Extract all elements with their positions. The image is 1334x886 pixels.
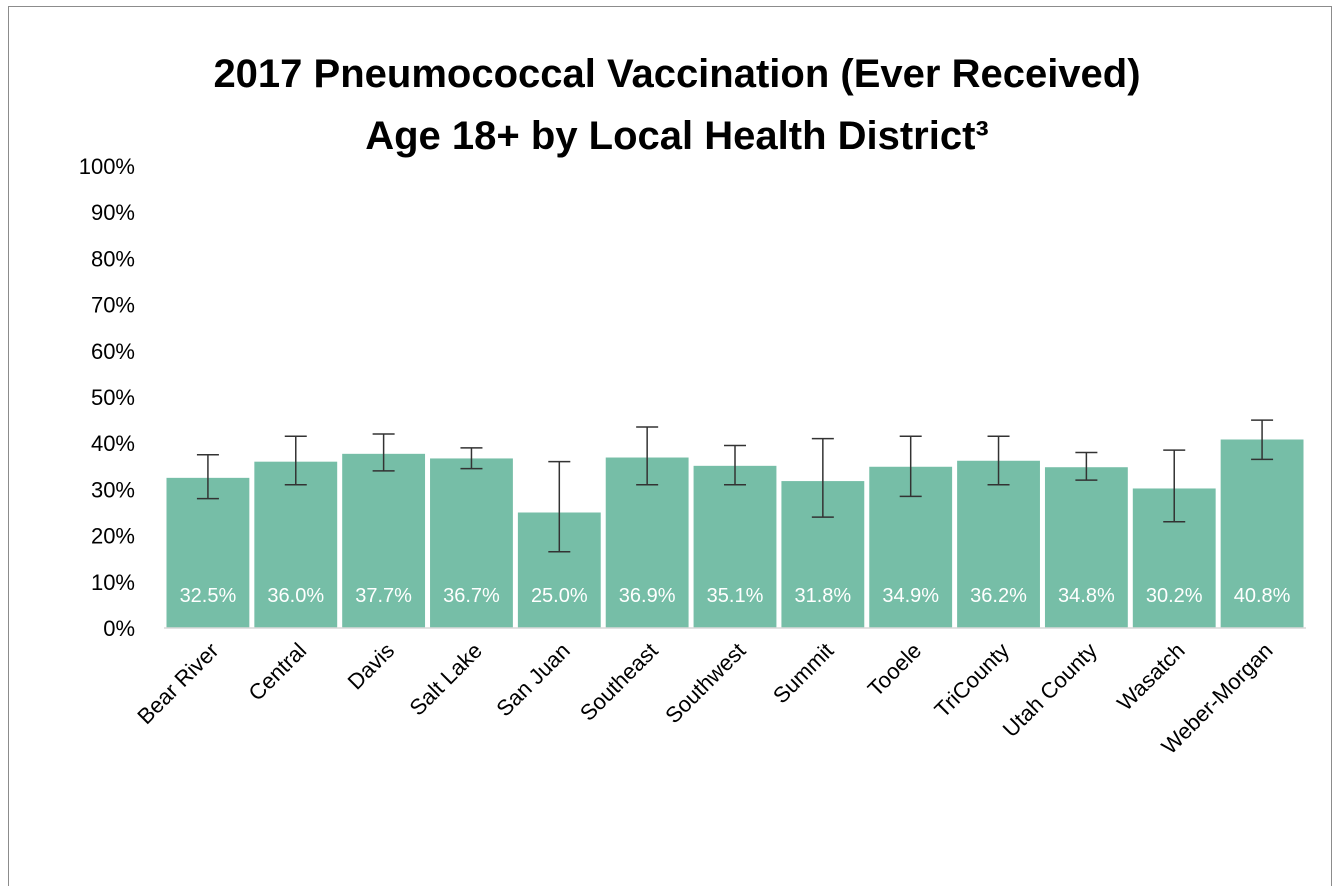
error-bar [372,433,395,472]
bar [430,458,513,628]
data-label: 40.8% [1234,585,1291,607]
bar [957,460,1040,628]
x-axis: Bear River Central Davis Salt Lake San Juan S… [132,638,1277,759]
y-tick-label: 100% [79,154,135,179]
bar [693,465,777,628]
data-label: 34.9% [882,585,939,607]
data-label: 36.0% [267,585,324,607]
y-tick-label: 10% [91,570,135,595]
y-axis: 0% 10% 20% 30% 40% 50% 60% 70% 80% 90% 100% [79,154,135,641]
error-bar [987,435,1010,486]
x-tick-label: TriCounty [930,638,1015,723]
x-tick-label: Southwest [660,638,750,728]
y-tick-label: 20% [91,524,135,549]
error-bar [636,426,659,486]
error-bar [548,460,571,553]
error-bar-series [196,419,1274,553]
bar [1220,439,1304,628]
error-bar [196,454,219,500]
data-label: 30.2% [1146,585,1203,607]
x-tick-label: Summit [768,638,838,708]
bar [166,477,250,628]
bar [1044,467,1128,628]
error-bar [724,444,746,486]
data-label: 36.9% [619,585,676,607]
error-bar [284,435,307,486]
x-tick-label: San Juan [491,638,574,721]
x-tick-label: Central [243,638,311,706]
y-tick-label: 80% [91,246,135,271]
chart-title: 2017 Pneumococcal Vaccination (Ever Rece… [213,52,1140,158]
y-tick-label: 30% [91,477,135,502]
data-label: 36.7% [443,585,500,607]
bar [254,461,338,628]
x-tick-label: Salt Lake [404,638,487,721]
data-label: 34.8% [1058,585,1115,607]
bar-series [166,439,1304,628]
error-bar [1251,419,1274,461]
error-bar [460,447,483,470]
error-bar [1075,451,1098,481]
x-tick-label: Tooele [863,638,927,702]
data-label: 37.7% [355,585,412,607]
data-label: 31.8% [794,585,851,607]
chart-title-line-2: Age 18+ by Local Health District³ [365,114,989,158]
x-tick-label: Wasatch [1112,638,1190,716]
bar [605,457,689,628]
data-label: 36.2% [970,585,1027,607]
data-label-series: 32.5% 36.0% 37.7% 36.7% 25.0% 36.9% 35.1% 31.8%… [180,585,1291,607]
y-tick-label: 60% [91,339,135,364]
data-label: 35.1% [707,585,764,607]
y-tick-label: 70% [91,293,135,318]
y-tick-label: 50% [91,385,135,410]
x-tick-label: Davis [343,638,400,695]
error-bar [1163,449,1186,523]
data-label: 32.5% [180,585,237,607]
chart-frame [8,6,1332,886]
y-tick-label: 40% [91,431,135,456]
x-tick-label: Southeast [575,638,663,726]
x-tick-label: Utah County [998,638,1102,742]
x-tick-label: Bear River [132,638,223,729]
data-label: 25.0% [531,585,588,607]
error-bar [899,435,922,498]
chart-title-line-1: 2017 Pneumococcal Vaccination (Ever Rece… [213,52,1140,96]
y-tick-label: 90% [91,200,135,225]
error-bar [811,437,834,518]
bar [342,453,426,628]
y-tick-label: 0% [103,616,135,641]
